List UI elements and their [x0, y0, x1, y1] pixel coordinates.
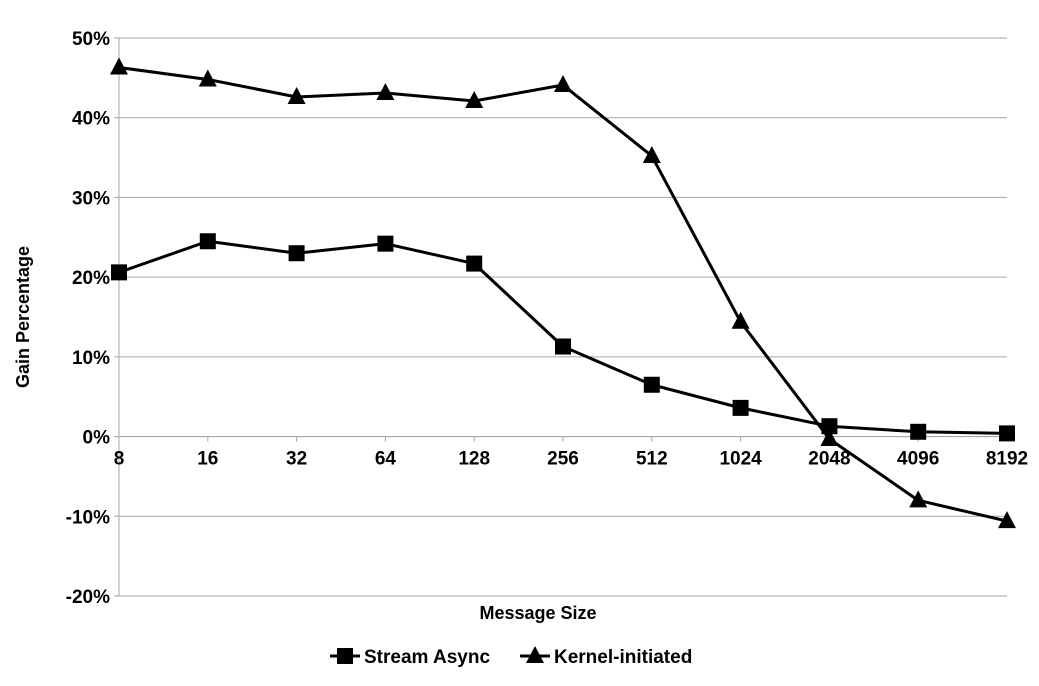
x-tick-label: 32	[286, 449, 307, 470]
legend-label: Kernel-initiated	[554, 647, 692, 668]
legend-marker	[526, 646, 544, 663]
x-tick-label: 8192	[986, 449, 1028, 470]
data-point-kernel-initiated	[376, 83, 395, 101]
legend-label: Stream Async	[364, 647, 490, 668]
y-tick-label: 20%	[72, 268, 110, 289]
x-tick-label: 256	[547, 449, 579, 470]
series-kernel-initiated	[110, 57, 1016, 529]
data-point-stream-async	[199, 233, 216, 250]
axes	[114, 37, 1008, 597]
data-point-stream-async	[999, 425, 1015, 442]
legend-marker	[337, 648, 353, 664]
y-tick-label: -20%	[66, 587, 110, 608]
y-axis-title: Gain Percentage	[13, 246, 33, 388]
data-point-kernel-initiated	[198, 69, 217, 87]
data-point-kernel-initiated	[287, 86, 306, 104]
data-point-stream-async	[377, 235, 394, 252]
data-point-stream-async	[466, 255, 483, 272]
y-tick-label: 30%	[72, 188, 110, 209]
x-tick-label: 512	[636, 449, 668, 470]
series-line-stream-async	[118, 239, 1008, 435]
data-point-kernel-initiated	[820, 428, 839, 446]
x-tick-label: 8	[114, 449, 125, 470]
data-point-kernel-initiated	[731, 311, 750, 329]
data-point-stream-async	[821, 418, 838, 435]
data-point-kernel-initiated	[642, 145, 661, 163]
legend-item-kernel-initiated: Kernel-initiated	[520, 646, 692, 668]
x-tick-label: 16	[197, 449, 218, 470]
y-tick-label: 40%	[72, 109, 110, 130]
data-point-kernel-initiated	[998, 511, 1016, 529]
data-point-kernel-initiated	[554, 75, 572, 93]
data-point-kernel-initiated	[465, 90, 484, 108]
x-tick-label: 2048	[808, 449, 850, 470]
legend-item-stream-async: Stream Async	[330, 647, 490, 668]
data-point-stream-async	[732, 399, 749, 416]
data-point-stream-async	[555, 338, 571, 355]
x-tick-label: 4096	[897, 449, 939, 470]
x-tick-label: 1024	[719, 449, 762, 470]
data-point-stream-async	[111, 264, 127, 281]
series-stream-async	[111, 233, 1015, 442]
y-tick-label: 0%	[83, 428, 111, 449]
legend: Stream Async Kernel-initiated	[330, 646, 692, 668]
x-axis-title: Message Size	[479, 603, 596, 623]
y-tick-label: 10%	[72, 348, 110, 369]
data-point-kernel-initiated	[909, 490, 928, 508]
data-point-stream-async	[910, 423, 927, 440]
y-tick-label: 50%	[72, 29, 110, 50]
tick-labels: -20% -10% 0% 10% 20% 30% 40% 50% 8 16 32 64 128 256 51…	[66, 29, 1029, 608]
y-tick-label: -10%	[66, 507, 110, 528]
data-point-kernel-initiated	[110, 57, 128, 75]
data-point-stream-async	[643, 376, 660, 393]
x-tick-label: 128	[458, 449, 490, 470]
series	[110, 57, 1016, 529]
gridlines	[119, 37, 1007, 597]
data-point-stream-async	[288, 245, 305, 262]
x-tick-label: 64	[375, 449, 397, 470]
